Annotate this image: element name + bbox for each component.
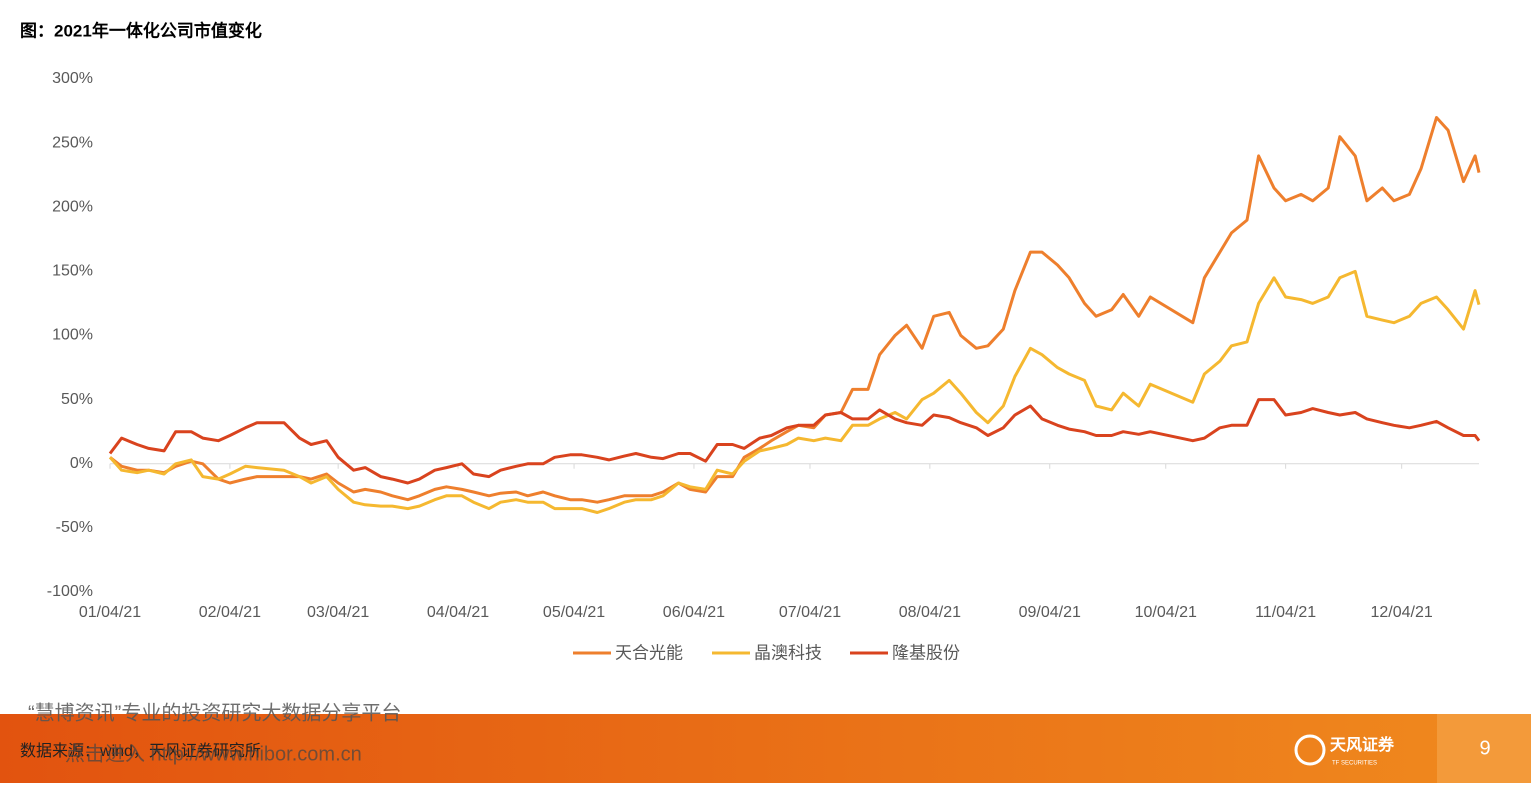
- legend-label: 隆基股份: [892, 643, 960, 662]
- x-tick-label: 04/04/21: [427, 604, 489, 621]
- logo-icon: [1294, 734, 1326, 766]
- x-tick-label: 12/04/21: [1371, 604, 1433, 621]
- legend-label: 晶澳科技: [754, 643, 822, 662]
- x-tick-label: 09/04/21: [1019, 604, 1081, 621]
- x-tick-label: 08/04/21: [899, 604, 961, 621]
- watermark: “慧博资讯”专业的投资研究大数据分享平台: [28, 701, 401, 724]
- series-line: [108, 269, 1481, 514]
- y-tick-label: 200%: [52, 198, 93, 215]
- x-tick-label: 11/04/21: [1255, 604, 1316, 621]
- series-line: [109, 116, 1481, 504]
- y-tick-label: 250%: [52, 134, 93, 151]
- source: 数据来源：wind，天风证券研究所: [20, 742, 261, 760]
- y-tick-label: 50%: [61, 391, 93, 408]
- x-tick-label: 06/04/21: [663, 604, 725, 621]
- x-tick-label: 01/04/21: [79, 604, 141, 621]
- y-tick-label: 300%: [52, 70, 93, 87]
- logo-subtext: TF SECURITIES: [1332, 761, 1377, 767]
- series-line: [108, 398, 1481, 485]
- x-tick-label: 07/04/21: [779, 604, 841, 621]
- watermark: 点击进入 http://www.hibor.com.cn: [65, 742, 362, 765]
- x-tick-label: 03/04/21: [307, 604, 369, 621]
- x-tick-label: 05/04/21: [543, 604, 605, 621]
- y-tick-label: 100%: [52, 327, 93, 344]
- logo: 天风证券 TF SECURITIES: [1294, 734, 1395, 767]
- y-tick-label: -100%: [47, 583, 93, 600]
- x-tick-label: 02/04/21: [199, 604, 261, 621]
- chart-title: 图：2021年一体化公司市值变化: [20, 20, 262, 40]
- y-tick-label: 0%: [70, 455, 93, 472]
- y-tick-label: 150%: [52, 263, 93, 280]
- logo-text: 天风证券: [1330, 735, 1395, 754]
- x-tick-label: 10/04/21: [1135, 604, 1197, 621]
- y-tick-label: -50%: [56, 519, 93, 536]
- footer-band: [0, 714, 1531, 783]
- legend-label: 天合光能: [615, 643, 683, 662]
- page-number: 9: [1479, 737, 1490, 759]
- page-number-box: [1437, 714, 1531, 783]
